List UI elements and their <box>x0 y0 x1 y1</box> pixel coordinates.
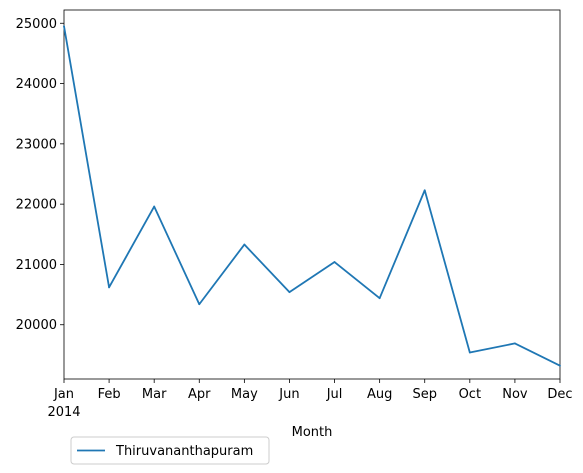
data-point <box>468 351 471 354</box>
y-tick-label: 22000 <box>16 198 57 213</box>
data-point <box>559 364 561 367</box>
x-tick-label: Jan <box>53 387 74 402</box>
data-point <box>514 342 516 345</box>
y-tick-label: 24000 <box>16 77 57 92</box>
y-axis: 20000 21000 22000 23000 24000 25000 <box>16 17 64 333</box>
data-point <box>423 189 426 192</box>
legend-label: Thiruvananthapuram <box>115 444 253 459</box>
x-tick-label: Sep <box>412 387 437 402</box>
y-tick-label: 20000 <box>16 318 57 333</box>
x-axis: Jan Feb Mar Apr May Jun Jul Aug Sep Oct Nov Dec <box>53 379 573 402</box>
data-point <box>63 25 65 28</box>
x-tick-label: Dec <box>547 387 572 402</box>
data-point <box>288 291 291 294</box>
x-axis-label: Month <box>292 425 333 440</box>
legend-box <box>70 436 270 465</box>
x-tick-label: Nov <box>502 387 528 402</box>
data-point <box>333 261 336 263</box>
x-tick-label: Jul <box>326 387 343 402</box>
x-tick-label: May <box>231 387 258 402</box>
data-point <box>378 297 381 300</box>
x-tick-label: Feb <box>98 387 121 402</box>
data-point <box>153 205 156 208</box>
plot-area <box>63 9 561 380</box>
y-tick-label: 25000 <box>16 17 57 32</box>
data-point <box>243 243 246 246</box>
series-layer <box>63 25 561 367</box>
x-tick-label: Mar <box>142 387 167 402</box>
year-label: 2014 <box>47 405 80 420</box>
x-tick-label: Oct <box>459 387 481 402</box>
y-tick-label: 21000 <box>16 258 57 273</box>
y-tick-label: 23000 <box>16 137 57 152</box>
series-line <box>63 26 561 367</box>
x-tick-label: Aug <box>367 387 392 402</box>
legend: Thiruvananthapuram <box>70 436 270 465</box>
data-point <box>198 303 201 306</box>
x-tick-label: Jun <box>278 387 299 402</box>
x-tick-label: Apr <box>188 387 211 402</box>
data-point <box>108 286 110 289</box>
